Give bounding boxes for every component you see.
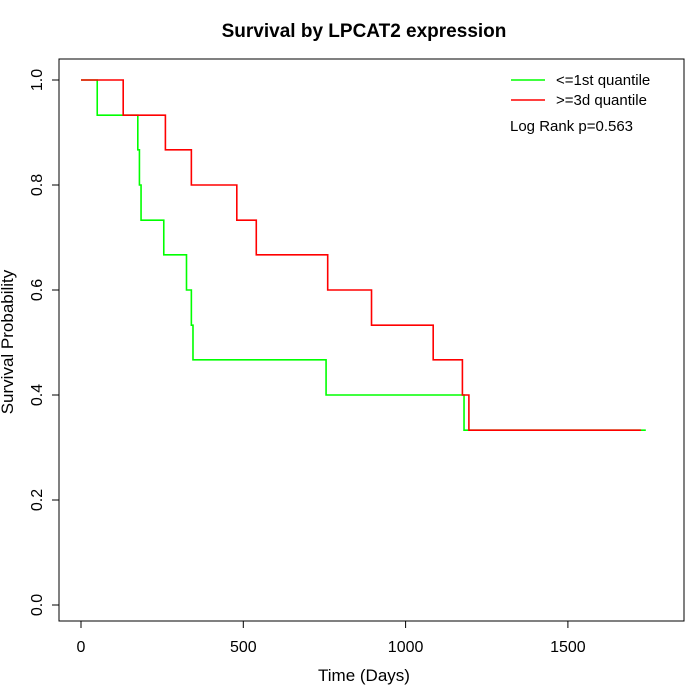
legend: <=1st quantile >=3d quantile (511, 72, 650, 109)
x-axis: 0 500 1000 1500 (77, 620, 586, 656)
y-axis: 0.0 0.2 0.4 0.6 0.8 1.0 (29, 69, 60, 616)
log-rank-annotation: Log Rank p=0.563 (510, 118, 633, 135)
y-tick-label: 0.8 (29, 174, 46, 196)
y-tick-label: 0.6 (29, 279, 46, 301)
plot-frame (58, 58, 685, 622)
series-layer (81, 79, 646, 431)
series-line-1 (81, 79, 641, 431)
x-axis-label: Time (Days) (318, 666, 410, 685)
x-tick-label: 0 (77, 639, 86, 656)
series-line-0 (81, 79, 646, 431)
y-axis-label: Survival Probability (0, 269, 17, 414)
y-tick-label: 0.0 (29, 594, 46, 616)
chart-title: Survival by LPCAT2 expression (222, 21, 507, 42)
y-tick-label: 0.4 (29, 384, 46, 406)
y-tick-label: 0.2 (29, 489, 46, 511)
x-tick-label: 1500 (550, 639, 586, 656)
y-tick-label: 1.0 (29, 69, 46, 91)
legend-label: >=3d quantile (556, 92, 647, 109)
x-tick-label: 500 (230, 639, 257, 656)
x-tick-label: 1000 (388, 639, 424, 656)
legend-label: <=1st quantile (556, 72, 650, 89)
